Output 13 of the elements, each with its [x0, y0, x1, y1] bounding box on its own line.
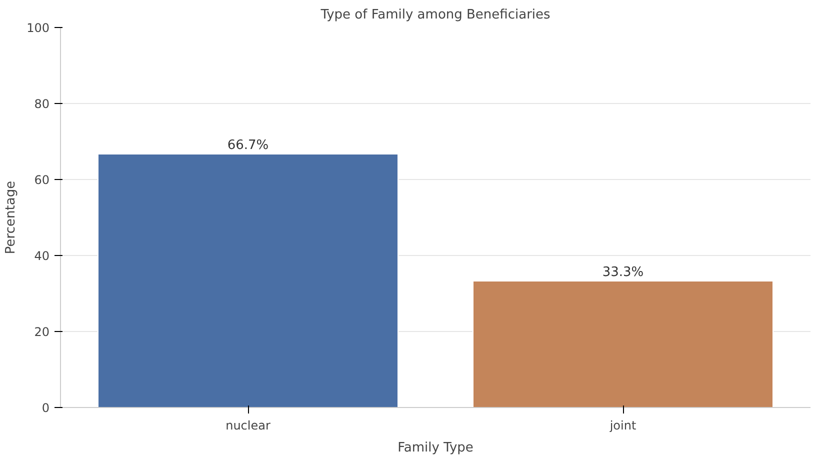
- x-axis-title: Family Type: [398, 440, 474, 456]
- data-label: 33.3%: [602, 264, 644, 280]
- y-tick-label: 80: [34, 97, 50, 111]
- y-axis-title: Percentage: [4, 180, 19, 254]
- x-tick-label: nuclear: [226, 418, 270, 432]
- x-tick-label: joint: [608, 418, 636, 432]
- y-tick-label: 60: [34, 173, 50, 187]
- y-tick-label: 20: [34, 325, 50, 339]
- y-tick-label: 40: [34, 249, 50, 263]
- y-tick-label: 0: [42, 401, 50, 415]
- y-tick-label: 100: [26, 21, 50, 35]
- chart-title: Type of Family among Beneficiaries: [320, 8, 551, 22]
- data-label: 66.7%: [227, 138, 269, 154]
